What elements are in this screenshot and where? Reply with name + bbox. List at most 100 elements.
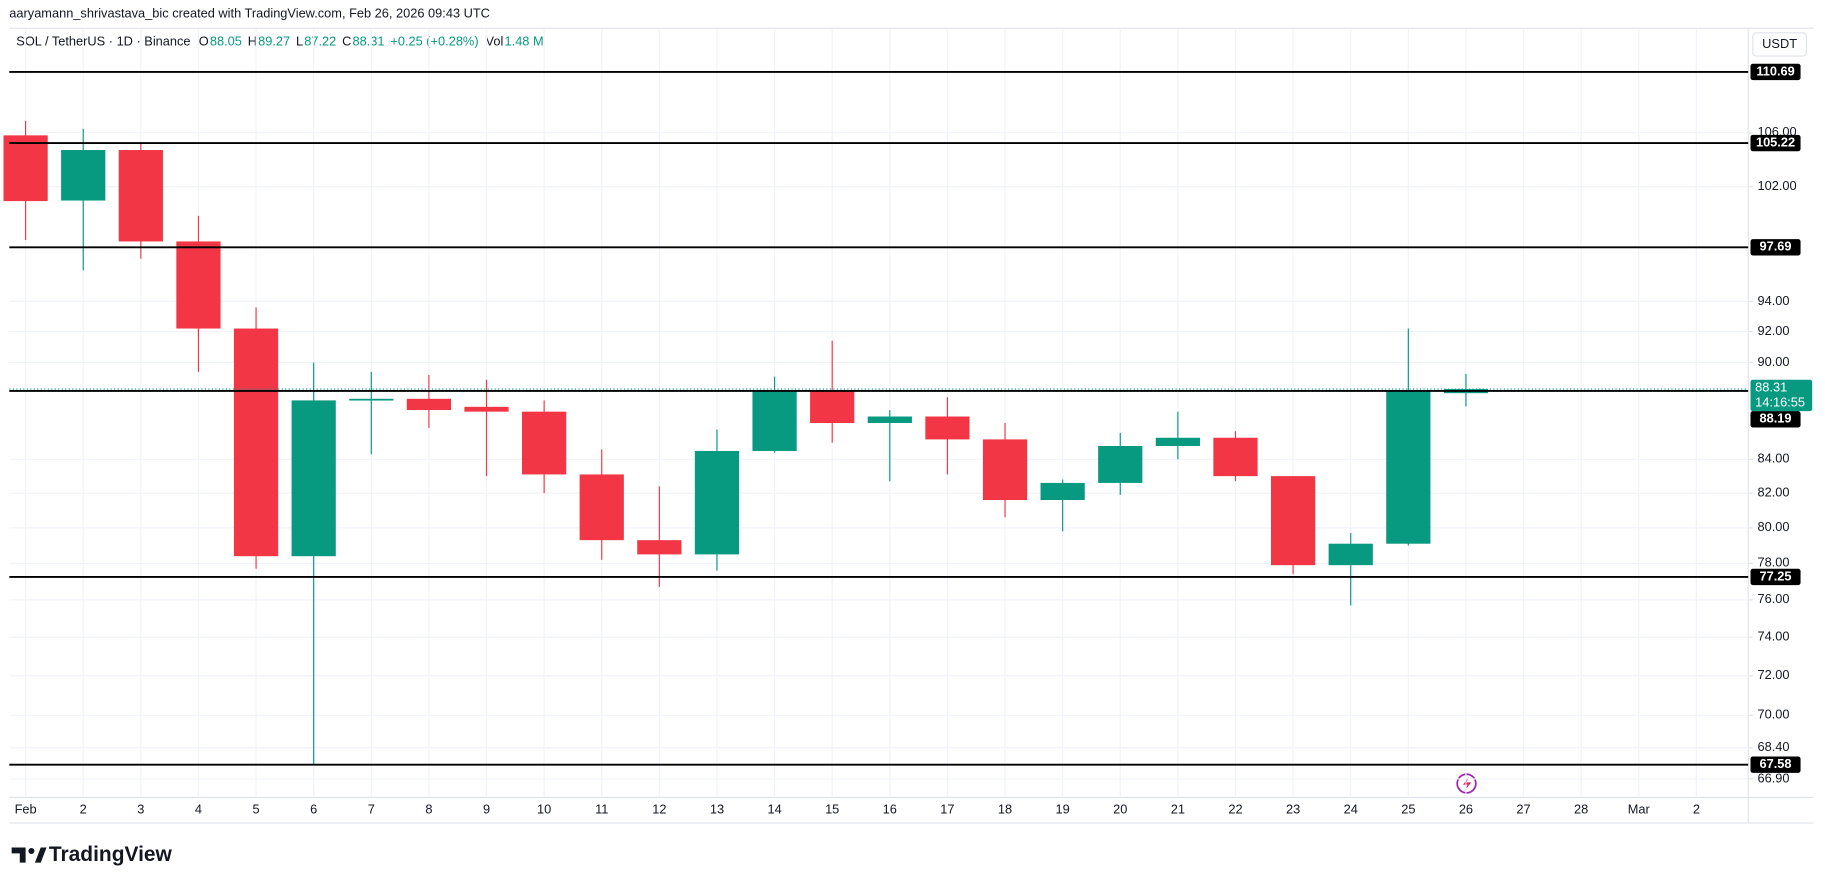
y-tick-label: 102.00	[1757, 178, 1796, 193]
level-label: 67.58	[1760, 756, 1792, 771]
candle-body	[925, 416, 970, 440]
candle-body	[1040, 482, 1085, 501]
y-tick-label: 76.00	[1757, 591, 1789, 606]
x-tick-label: 26	[1459, 802, 1473, 817]
currency[interactable]: USDT	[1762, 36, 1797, 51]
event-bolt	[1463, 776, 1472, 792]
change: +0.25 (+0.28%)	[390, 33, 478, 48]
candle-body	[118, 150, 163, 242]
x-tick-label: 9	[483, 802, 490, 817]
candle-body	[694, 450, 740, 555]
level-label: 105.22	[1756, 134, 1795, 149]
candle-body	[233, 328, 279, 557]
candle-body	[752, 390, 797, 451]
candle-body	[1213, 437, 1258, 477]
y-tick-label: 80.00	[1757, 519, 1789, 534]
x-tick-label: Feb	[15, 802, 37, 817]
ohlc-label: H	[248, 33, 257, 48]
candle-body	[522, 411, 567, 475]
candle-body	[1328, 543, 1373, 566]
brand: TradingView	[49, 843, 173, 866]
y-tick-label: 94.00	[1757, 293, 1789, 308]
attribution: aaryamann_shrivastava_bic created with T…	[9, 6, 490, 21]
x-tick-label: 16	[883, 802, 897, 817]
ohlc-value: 89.27	[258, 33, 290, 48]
y-tick-label: 84.00	[1757, 451, 1789, 466]
y-tick-label: 78.00	[1757, 555, 1789, 570]
x-tick-label: 25	[1401, 802, 1415, 817]
level-label: 77.25	[1760, 568, 1792, 583]
y-tick-label: 72.00	[1757, 667, 1789, 682]
candle-body	[637, 540, 682, 555]
symbol-legend: SOL / TetherUS · 1D · Binance O 88.05 H 89.2…	[16, 33, 543, 48]
candle-body	[982, 439, 1028, 501]
x-tick-label: 13	[710, 802, 724, 817]
x-tick-label: 24	[1344, 802, 1358, 817]
volume-label: Vol	[486, 33, 504, 48]
x-tick-label: 14	[767, 802, 781, 817]
level-label-box	[1750, 134, 1801, 152]
candle-body	[867, 416, 912, 424]
x-tick-label: 7	[368, 802, 375, 817]
countdown: 14:16:55	[1755, 394, 1805, 409]
brand-logo	[11, 847, 47, 863]
y-tick-label: 74.00	[1757, 629, 1789, 644]
y-tick-label: 82.00	[1757, 485, 1789, 500]
x-tick-label: 28	[1574, 802, 1588, 817]
x-tick-label: 12	[652, 802, 666, 817]
level-label-box	[1750, 568, 1801, 586]
candle-body	[291, 400, 336, 557]
x-tick-label: 5	[252, 802, 259, 817]
level-label: 88.19	[1760, 411, 1792, 426]
x-tick-label: 11	[595, 802, 608, 817]
symbol: SOL / TetherUS · 1D · Binance	[16, 33, 190, 48]
x-tick-label: 2	[1693, 802, 1700, 817]
x-tick-label: 22	[1228, 802, 1242, 817]
x-tick-label: 15	[825, 802, 839, 817]
candle-body	[1270, 476, 1316, 566]
y-tick-label: 92.00	[1757, 323, 1789, 338]
x-tick-label: 21	[1171, 802, 1185, 817]
x-tick-label: 10	[537, 802, 551, 817]
level-label: 97.69	[1760, 239, 1792, 254]
y-tick-label: 90.00	[1757, 354, 1789, 369]
candle-body	[1386, 390, 1431, 544]
logo-slash	[34, 847, 47, 863]
level-label-box	[1750, 411, 1801, 428]
last-price-box	[1750, 379, 1813, 412]
candle-body	[406, 398, 452, 411]
ohlc-label: C	[342, 33, 351, 48]
ohlc-value: 87.22	[304, 33, 336, 48]
candle-body	[1155, 437, 1200, 447]
candle-body	[61, 150, 106, 201]
x-tick-label: 18	[998, 802, 1012, 817]
candle-body	[810, 390, 855, 424]
x-tick-label: 3	[137, 802, 144, 817]
candle-body	[464, 406, 509, 412]
x-tick-label: 6	[310, 802, 317, 817]
x-tick-label: 8	[425, 802, 432, 817]
candle-body	[349, 398, 394, 401]
level-label: 110.69	[1756, 63, 1794, 78]
logo-dot	[28, 848, 35, 855]
ohlc-label: O	[199, 33, 209, 48]
currency-box[interactable]	[1752, 32, 1807, 57]
x-tick-label: 17	[940, 802, 954, 817]
candle-body	[579, 474, 624, 541]
x-tick-label: 4	[195, 802, 202, 817]
y-tick-label: 70.00	[1757, 707, 1789, 722]
level-label-box	[1750, 756, 1801, 773]
x-tick-label: 20	[1113, 802, 1127, 817]
candle-body	[1098, 446, 1143, 483]
y-tick-label: 66.90	[1757, 770, 1789, 785]
candle-body	[3, 135, 48, 202]
x-tick-label: 27	[1516, 802, 1530, 817]
ohlc-value: 88.31	[353, 33, 385, 48]
level-label-box	[1750, 63, 1801, 81]
last-price-label: 88.31	[1755, 379, 1787, 394]
y-tick-label: 68.40	[1757, 739, 1789, 754]
x-tick-label: 19	[1056, 802, 1070, 817]
x-tick-label: Mar	[1628, 802, 1651, 817]
